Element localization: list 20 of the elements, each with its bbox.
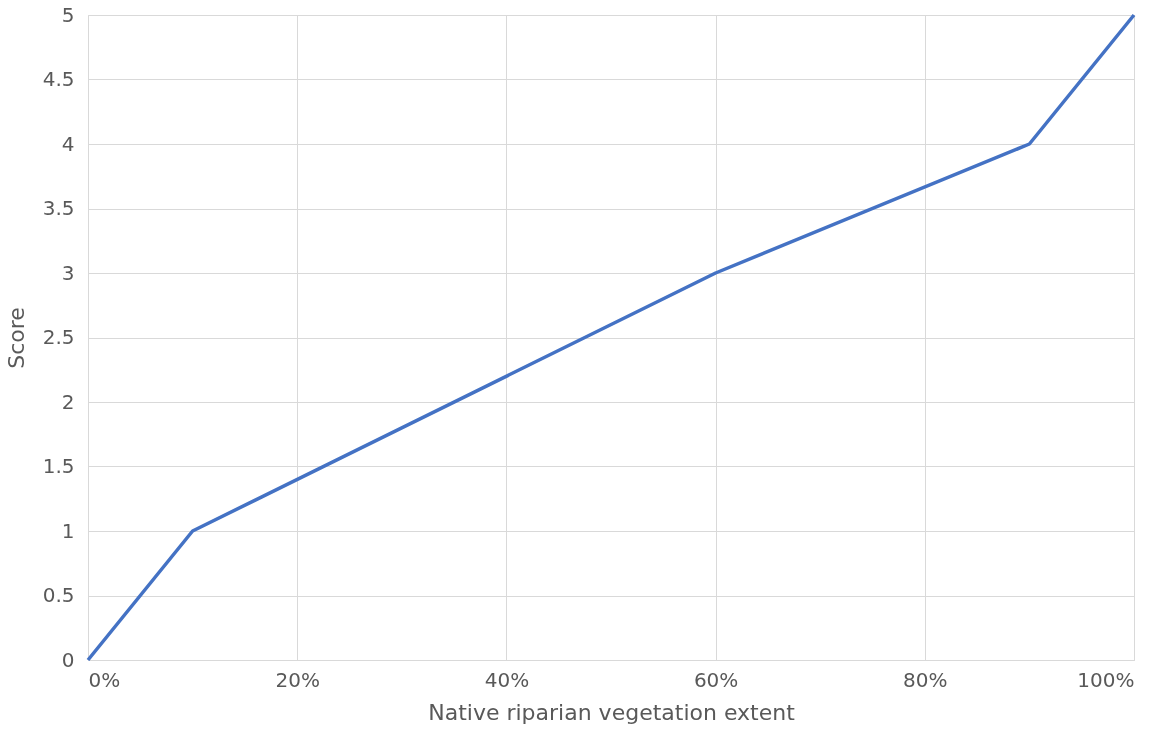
y-tick-label: 0.5 xyxy=(42,583,75,607)
y-tick-label: 0 xyxy=(61,647,75,672)
x-tick-label: 60% xyxy=(693,667,739,692)
line-series xyxy=(86,13,1136,662)
y-axis-title: Score xyxy=(3,307,29,369)
y-tick-label: 3.5 xyxy=(42,196,75,220)
y-tick-label: 2.5 xyxy=(42,325,75,349)
y-tick-label: 4.5 xyxy=(42,67,75,91)
x-tick-label: 20% xyxy=(275,667,320,692)
x-tick-label: 0% xyxy=(88,667,121,692)
y-tick-label: 1.5 xyxy=(42,454,75,478)
x-axis-title: Native riparian vegetation extent xyxy=(428,699,796,725)
x-tick-label: 80% xyxy=(903,667,948,692)
y-tick-label: 5 xyxy=(61,2,75,27)
y-tick-label: 2 xyxy=(61,389,75,414)
y-tick-label: 1 xyxy=(61,518,75,543)
y-tick-label: 4 xyxy=(61,131,75,156)
x-tick-label: 100% xyxy=(1077,667,1135,692)
y-tick-label: 3 xyxy=(61,260,75,285)
x-tick-label: 40% xyxy=(484,667,530,692)
